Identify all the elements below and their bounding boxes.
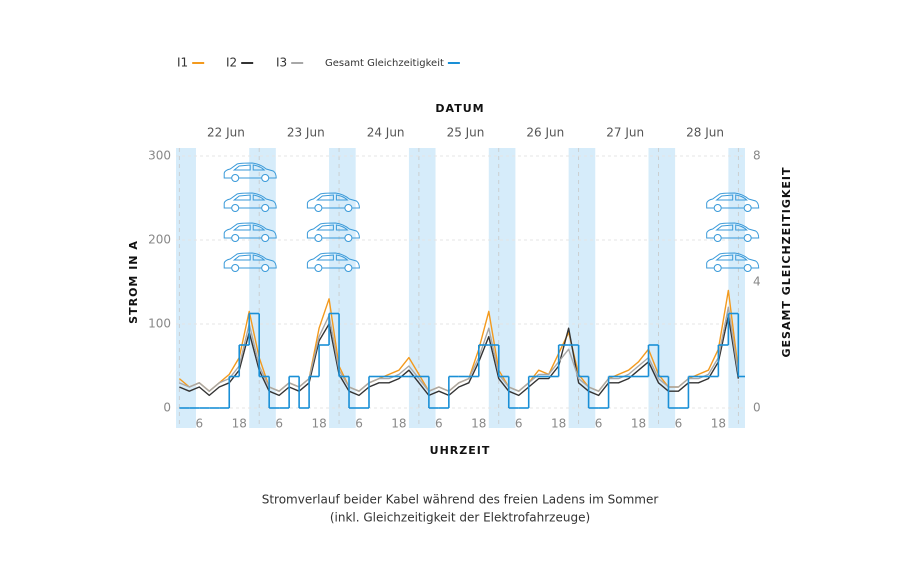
y-tick-label: 300 xyxy=(148,149,171,163)
caption: Stromverlauf beider Kabel während des fr… xyxy=(262,493,659,507)
car-wheel xyxy=(314,234,323,242)
car-wheel xyxy=(314,204,323,212)
car-window xyxy=(232,254,266,261)
x-tick-label: 6 xyxy=(595,417,603,431)
car-wheel xyxy=(261,204,270,212)
shaded-range xyxy=(176,148,196,428)
car-window xyxy=(715,224,748,231)
x-axis-label: UHRZEIT xyxy=(430,444,491,457)
x-tick-label: 18 xyxy=(551,417,566,431)
caption: (inkl. Gleichzeitigkeit der Elektrofahrz… xyxy=(330,511,590,525)
car-icon xyxy=(223,252,277,272)
car-window xyxy=(232,224,266,231)
x-tick-label: 6 xyxy=(675,417,683,431)
x-tick-label: 18 xyxy=(631,417,646,431)
date-label: 28 Jun xyxy=(686,126,724,140)
y-tick-label: 0 xyxy=(163,401,171,415)
car-wheel xyxy=(261,234,270,242)
car-wheel xyxy=(261,174,270,182)
shaded-range xyxy=(329,148,356,428)
car-window xyxy=(315,254,349,261)
y-tick-label: 100 xyxy=(148,317,171,331)
date-label: 23 Jun xyxy=(287,126,325,140)
legend-label: Gesamt Gleichzeitigkeit xyxy=(325,58,444,69)
car-icon xyxy=(706,192,760,212)
x-tick-label: 6 xyxy=(435,417,443,431)
x-tick-label: 6 xyxy=(515,417,523,431)
y2-tick-label: 4 xyxy=(753,275,761,289)
car-wheel xyxy=(231,174,240,182)
car-wheel xyxy=(713,234,722,242)
car-window xyxy=(232,194,266,201)
car-icon xyxy=(306,222,360,242)
x-tick-label: 6 xyxy=(355,417,363,431)
legend-label: I1 xyxy=(177,56,188,70)
date-label: 25 Jun xyxy=(447,126,485,140)
shaded-range xyxy=(728,148,745,428)
car-body xyxy=(706,252,760,269)
car-wheel xyxy=(344,204,353,212)
car-wheel xyxy=(231,234,240,242)
car-icon xyxy=(223,222,277,242)
car-body xyxy=(223,162,277,179)
car-body xyxy=(306,252,360,269)
top-axis-label: DATUM xyxy=(435,102,484,115)
car-wheel xyxy=(713,264,722,272)
car-body xyxy=(306,222,360,239)
car-wheel xyxy=(713,204,722,212)
car-body xyxy=(306,192,360,209)
legend-label: I2 xyxy=(226,56,237,70)
car-wheel xyxy=(231,204,240,212)
series-line xyxy=(179,306,740,392)
car-window xyxy=(315,194,349,201)
car-wheel xyxy=(344,234,353,242)
car-icon xyxy=(706,222,760,242)
y-axis-label: STROM IN A xyxy=(127,240,140,324)
car-body xyxy=(706,222,760,239)
car-wheel xyxy=(261,264,270,272)
y-tick-label: 200 xyxy=(148,233,171,247)
date-label: 26 Jun xyxy=(526,126,564,140)
car-wheel xyxy=(743,264,752,272)
x-tick-label: 18 xyxy=(471,417,486,431)
x-tick-label: 18 xyxy=(711,417,726,431)
date-label: 27 Jun xyxy=(606,126,644,140)
car-body xyxy=(223,192,277,209)
car-wheel xyxy=(743,204,752,212)
x-tick-label: 18 xyxy=(311,417,326,431)
x-tick-label: 6 xyxy=(275,417,283,431)
legend-label: I3 xyxy=(276,56,287,70)
car-window xyxy=(715,254,748,261)
car-wheel xyxy=(743,234,752,242)
x-tick-label: 18 xyxy=(232,417,247,431)
car-body xyxy=(223,252,277,269)
shaded-range xyxy=(488,148,516,428)
car-window xyxy=(715,194,748,201)
car-window xyxy=(232,164,266,171)
car-body xyxy=(706,192,760,209)
car-icon xyxy=(306,252,360,272)
car-wheel xyxy=(231,264,240,272)
shaded-range xyxy=(249,148,276,428)
car-body xyxy=(223,222,277,239)
car-icon xyxy=(223,162,277,182)
series-line xyxy=(179,314,740,397)
y2-tick-label: 8 xyxy=(753,149,761,163)
x-tick-label: 18 xyxy=(391,417,406,431)
car-wheel xyxy=(314,264,323,272)
y2-tick-label: 0 xyxy=(753,401,761,415)
date-label: 24 Jun xyxy=(367,126,405,140)
y2-axis-label: GESAMT GLEICHZEITIGKEIT xyxy=(780,166,793,357)
car-icon xyxy=(306,192,360,212)
car-icon xyxy=(223,192,277,212)
car-window xyxy=(315,224,349,231)
x-tick-label: 6 xyxy=(195,417,203,431)
car-wheel xyxy=(344,264,353,272)
date-label: 22 Jun xyxy=(207,126,245,140)
car-icon xyxy=(706,252,760,272)
